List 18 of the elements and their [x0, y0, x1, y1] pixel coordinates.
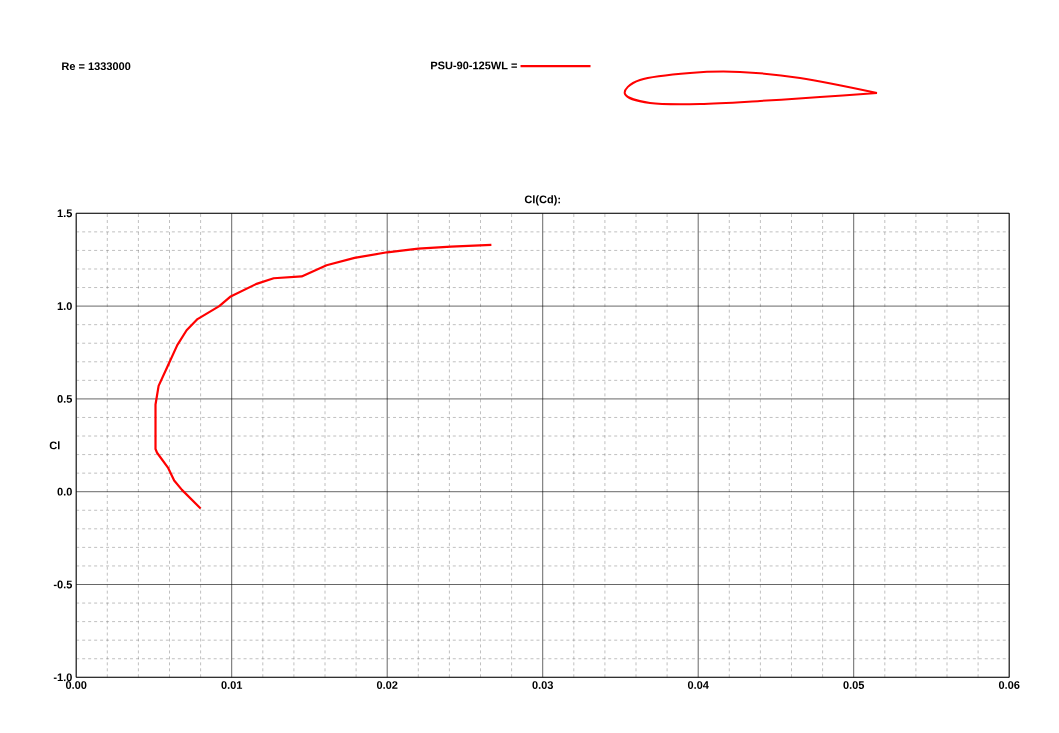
x-tick-label: 0.05: [843, 681, 865, 689]
x-tick-label: 0.04: [687, 681, 709, 689]
x-tick-label: 0.00: [65, 681, 87, 689]
x-tick-label: 0.01: [221, 681, 243, 689]
y-tick-label: -1.0: [53, 673, 72, 682]
x-tick-label: 0.06: [998, 681, 1020, 689]
chart-title: Cl(Cd):: [524, 195, 560, 206]
x-tick-label: 0.03: [532, 681, 554, 689]
y-tick-label: 0.0: [57, 487, 72, 496]
y-tick-label: -0.5: [53, 580, 73, 589]
line-series: [154, 243, 493, 510]
x-tick-label: 0.02: [376, 681, 398, 689]
y-tick-label: 1.0: [57, 302, 72, 310]
text: Re = 1333000: [62, 62, 131, 71]
y-tick-label: 0.5: [57, 395, 73, 403]
text: PSU-90-125WL =: [431, 61, 517, 70]
y-axis-title: Cl: [49, 441, 60, 450]
y-tick-label: 1.5: [57, 209, 73, 218]
